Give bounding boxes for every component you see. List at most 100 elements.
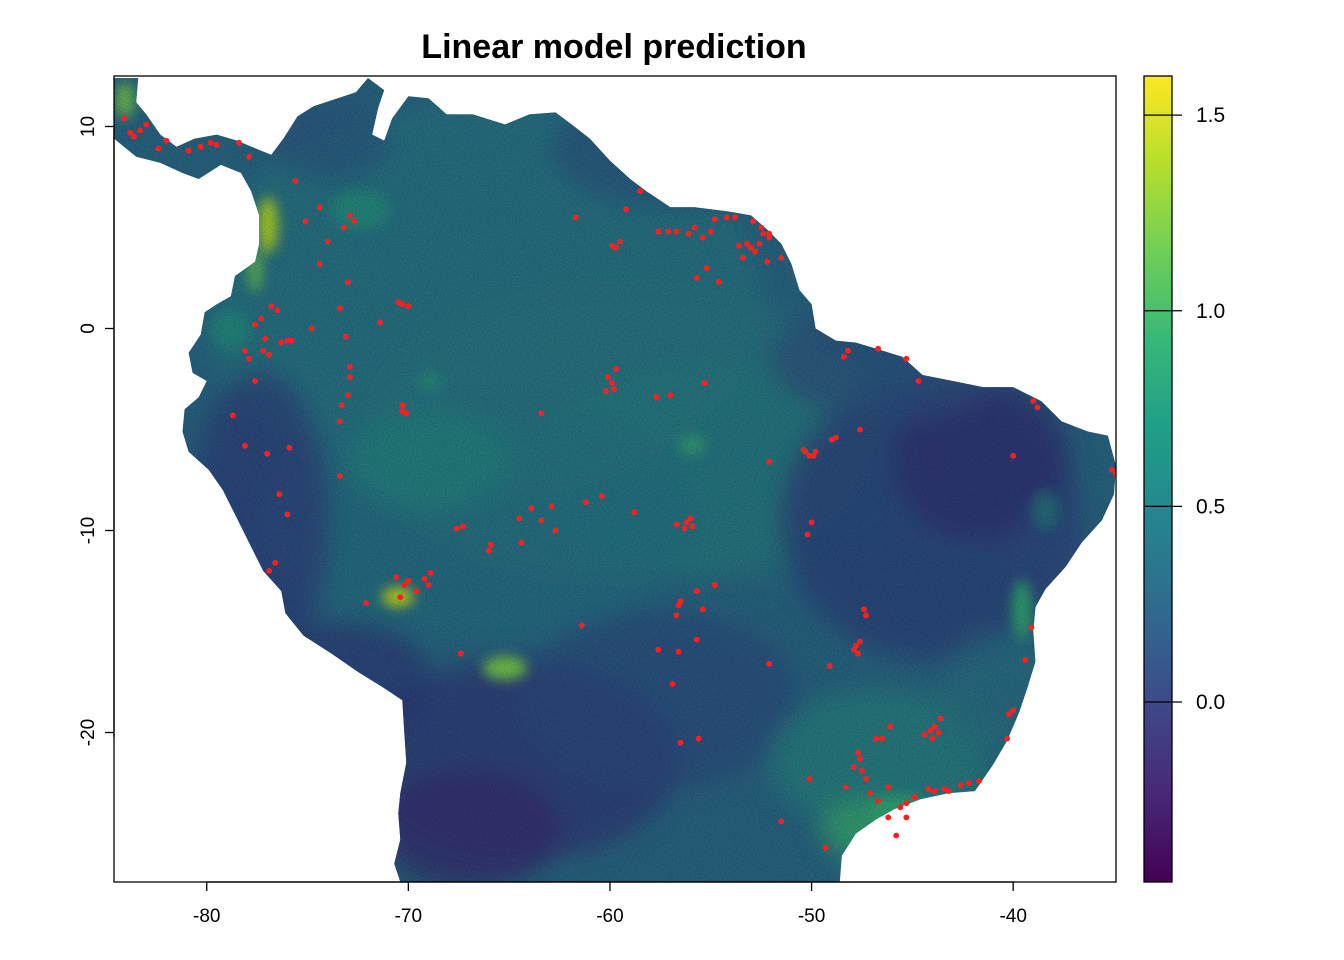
occurrence-point [1004,735,1010,742]
occurrence-point [806,776,813,782]
occurrence-point [851,646,857,653]
occurrence-point [457,650,464,657]
occurrence-point [667,392,674,399]
occurrence-point [752,248,758,255]
occurrence-point [673,228,680,235]
occurrence-point [262,335,269,342]
occurrence-point [1010,707,1017,714]
occurrence-point [538,517,545,524]
map-panel [114,78,1116,882]
occurrence-point [1113,471,1116,477]
y-tick-label: 0 [78,323,99,334]
occurrence-point [185,147,192,154]
occurrence-point [242,347,248,354]
occurrence-point [935,729,942,736]
occurrence-point [766,458,773,465]
occurrence-point [832,434,839,441]
occurrence-point [756,240,763,247]
occurrence-point [405,303,412,310]
occurrence-point [143,121,150,128]
occurrence-point [903,814,910,821]
occurrence-point [340,224,347,231]
occurrence-point [336,418,343,425]
occurrence-point [873,735,879,742]
occurrence-point [207,139,214,146]
occurrence-point [427,570,434,576]
x-tick-label: -40 [999,906,1026,927]
occurrence-point [1006,711,1012,718]
occurrence-point [885,784,892,790]
occurrence-point [453,525,460,532]
occurrence-point [677,598,684,605]
occurrence-point [272,559,279,566]
occurrence-point [822,844,829,851]
occurrence-point [691,224,698,231]
occurrence-point [931,723,938,730]
occurrence-point [693,275,700,281]
occurrence-point [855,749,861,756]
occurrence-point [861,606,867,613]
occurrence-point [399,408,406,415]
occurrence-point [699,606,706,613]
occurrence-point [724,214,730,221]
legend-tick-label: 1.5 [1196,104,1225,127]
occurrence-point [1010,452,1017,459]
occurrence-point [260,347,267,354]
occurrence-point [242,442,248,449]
occurrence-point [131,133,138,140]
occurrence-point [840,353,847,360]
color-legend: 1.5 1.0 0.5 0.0 [1143,75,1225,883]
occurrence-point [288,337,295,344]
occurrence-point [405,578,412,584]
occurrence-point [1034,404,1041,411]
occurrence-point [197,143,204,150]
occurrence-point [693,588,700,594]
occurrence-point [548,503,555,510]
occurrence-point [804,531,811,538]
occurrence-point [732,214,738,221]
x-axis: -80 -70 -60 -50 -40 [193,881,1027,927]
legend-colorbar [1143,75,1173,883]
occurrence-point [683,519,690,526]
map-title: Linear model prediction [421,28,806,66]
occurrence-point [867,790,873,796]
occurrence-point [397,594,404,601]
occurrence-point [915,378,922,384]
occurrence-point [163,137,170,144]
occurrence-point [845,347,851,354]
occurrence-point [252,378,258,384]
occurrence-point [324,238,331,245]
occurrence-point [538,410,545,417]
occurrence-point [425,582,432,588]
occurrence-point [931,788,938,794]
occurrence-point [1028,624,1035,631]
legend-tick-label: 0.5 [1196,495,1225,518]
occurrence-point [736,242,742,249]
occurrence-point [693,636,700,643]
occurrence-point [393,574,400,580]
y-tick-label: 10 [78,116,99,137]
occurrence-point [345,279,351,285]
occurrence-point [605,374,611,380]
occurrence-point [552,527,559,534]
occurrence-point [599,493,605,500]
occurrence-point [855,650,861,657]
occurrence-point [258,315,265,322]
occurrence-point [338,402,345,409]
occurrence-point [669,681,676,687]
occurrence-point [421,576,428,582]
occurrence-point [613,366,619,372]
occurrence-point [863,776,869,782]
occurrence-point [266,351,273,358]
occurrence-point [655,646,662,653]
occurrence-point [284,337,291,344]
occurrence-point [578,622,585,629]
occurrence-point [800,446,807,453]
occurrence-point [764,258,771,265]
occurrence-point [127,129,133,136]
occurrence-point [903,355,910,362]
occurrence-point [711,582,718,588]
occurrence-point [351,218,357,225]
occurrence-point [760,230,767,237]
